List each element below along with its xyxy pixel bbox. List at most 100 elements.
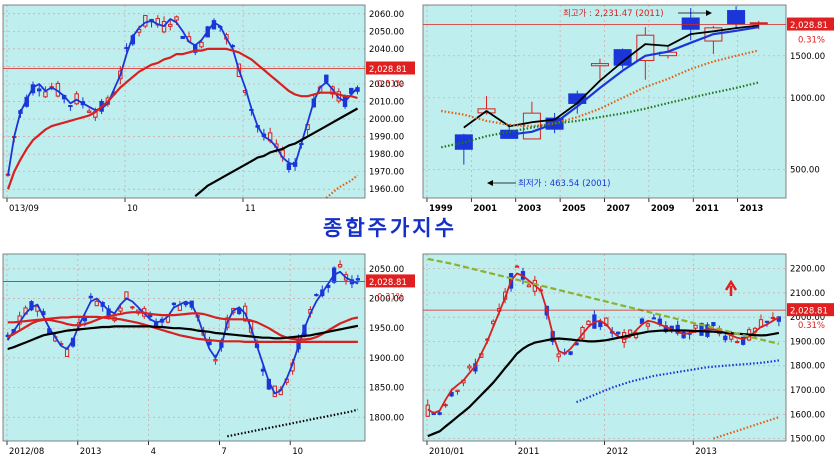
candle-body (711, 322, 716, 326)
candle-body (693, 324, 698, 329)
moving-average-line (194, 107, 359, 198)
moving-average-line (713, 416, 780, 440)
low-price-annotation: 최저가 : 463.54 (2001) (518, 178, 610, 189)
candle-body (314, 293, 319, 297)
last-price-label: 2,028.81 (790, 307, 828, 317)
candle-body (454, 134, 473, 150)
x-tick-label: 2009 (651, 204, 675, 213)
y-tick-label: 2000.00 (369, 115, 404, 125)
y-tick-label: 1500.00 (790, 435, 825, 445)
annotation-arrowhead (487, 180, 493, 186)
x-tick-label: 2007 (607, 204, 631, 213)
high-price-annotation: 최고가 : 2,231.47 (2011) (563, 8, 664, 19)
x-tick-label: 1999 (429, 204, 453, 213)
x-tick-label: 10 (292, 447, 303, 457)
candle-body (43, 91, 48, 98)
x-tick-label: 4 (151, 447, 156, 457)
candle-body (645, 323, 651, 327)
x-tick-label: 013/09 (9, 204, 39, 213)
candle-body (68, 105, 73, 108)
candle-body (174, 16, 179, 21)
moving-average-line (7, 315, 358, 343)
candle-body (437, 412, 442, 415)
candle-body (616, 331, 621, 335)
candle-body (741, 336, 746, 345)
moving-average-line (576, 359, 780, 404)
x-tick-label: 2013 (695, 447, 717, 457)
moving-average-line (440, 81, 760, 149)
candle-body (455, 389, 460, 393)
y-tick-label: 2000.00 (790, 313, 825, 323)
plot-frame (422, 253, 787, 442)
moving-average-line (7, 311, 359, 341)
y-tick-label: 1960.00 (369, 185, 404, 195)
weekly-chart-panel: 2050.00 2000.00 1950.00 1900.00 1850.00 1800.… (0, 246, 416, 463)
y-tick-label: 1990.00 (369, 133, 404, 143)
change-percent-label: 0.31% (377, 79, 404, 89)
candle-body (143, 14, 148, 27)
moving-average-line (427, 257, 780, 345)
candle-body (237, 308, 242, 315)
y-tick-label: 1500.00 (790, 52, 825, 62)
x-tick-label: 2011 (695, 204, 719, 213)
y-tick-label: 2000.00 (369, 295, 404, 305)
y-tick-label: 2050.00 (369, 27, 404, 37)
y-tick-label: 2060.00 (369, 10, 404, 20)
last-price-label: 2,028.81 (369, 278, 407, 288)
moving-average-line (441, 49, 760, 128)
y-tick-label: 2020.00 (369, 80, 404, 90)
monthly-chart-panel: 2200.00 2100.00 2000.00 1900.00 1800.00 1700.… (420, 246, 835, 463)
candle-body (568, 351, 573, 355)
moving-average-line (7, 324, 359, 351)
x-tick-label: 2011 (518, 447, 540, 457)
candle-body (681, 331, 686, 339)
x-tick-label: 2005 (562, 204, 586, 213)
last-price-tag (787, 17, 834, 31)
candle-body (199, 41, 204, 48)
x-tick-label: 2013 (80, 447, 102, 457)
candle-body (74, 93, 79, 105)
x-tick-label: 2010/01 (429, 447, 464, 457)
change-percent-label: 0.31% (798, 36, 825, 46)
last-price-tag (787, 303, 834, 317)
x-tick-label: 2003 (518, 204, 542, 213)
x-tick-label: 7 (221, 447, 226, 457)
candle-body (183, 302, 188, 306)
candle-body (681, 17, 700, 30)
buy-signal-arrow-icon (724, 279, 738, 296)
candle-body (598, 321, 603, 328)
candle-body (770, 316, 776, 319)
page-title: 종합주가지수 (323, 216, 457, 240)
moving-average-line (227, 408, 359, 438)
candle-body (213, 359, 218, 362)
candle-body (590, 63, 609, 67)
x-tick-label: 2012 (607, 447, 629, 457)
last-price-tag (366, 61, 415, 75)
candle-body (749, 22, 768, 25)
yearly-chart-panel: 1500.00 1000.00 500.00 1999 2001 2003 2005 2007… (420, 0, 835, 213)
candle-body (514, 265, 520, 268)
y-tick-label: 1800.00 (369, 413, 404, 423)
x-tick-label: 2013 (740, 204, 764, 213)
y-tick-label: 1700.00 (790, 386, 825, 396)
y-tick-label: 2050.00 (369, 265, 404, 275)
candle-body (64, 348, 70, 357)
y-tick-label: 1850.00 (369, 384, 404, 394)
y-tick-label: 1950.00 (369, 324, 404, 334)
last-price-label: 2,028.81 (369, 65, 407, 75)
candle-body (735, 341, 740, 344)
y-tick-label: 1800.00 (790, 362, 825, 372)
candle-body (627, 329, 633, 335)
y-tick-label: 1900.00 (790, 337, 825, 347)
candle-body (556, 353, 561, 358)
candle-body (324, 74, 329, 83)
plot-area (3, 254, 365, 441)
candle-body (526, 284, 532, 288)
plot-frame (2, 4, 366, 199)
moving-average-line (6, 47, 358, 190)
plot-frame (422, 4, 787, 199)
annotation-arrowhead (706, 10, 712, 16)
candle-body (586, 320, 591, 326)
moving-average-line (427, 329, 780, 438)
daily-chart-panel: 2060.002050.002040.002030.002020.002010.… (0, 0, 416, 213)
